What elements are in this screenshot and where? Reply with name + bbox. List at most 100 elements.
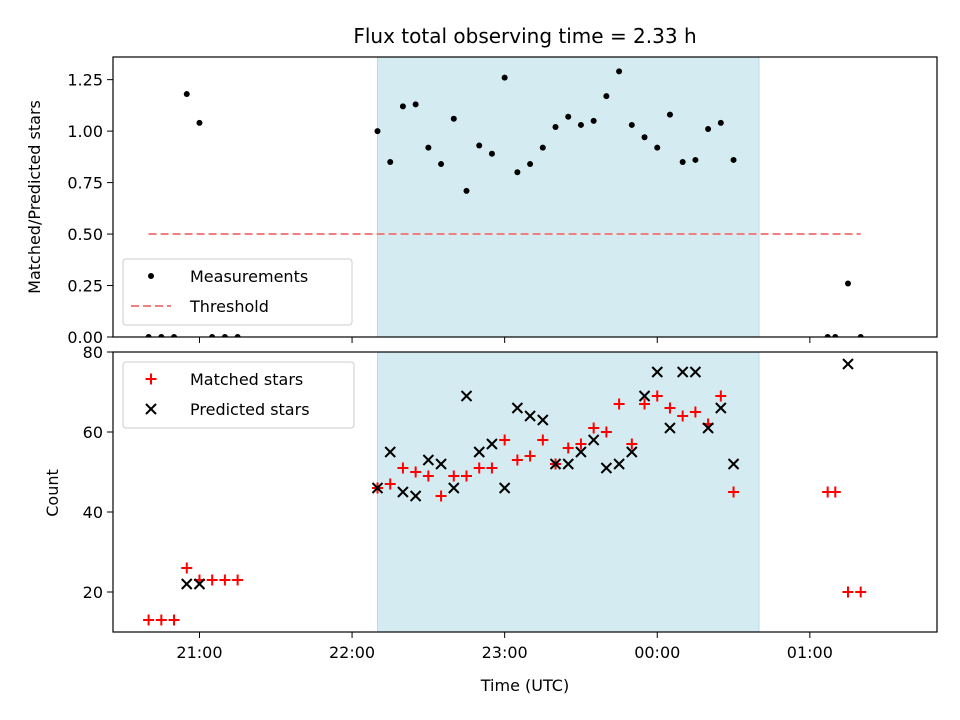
matched-point [651, 390, 663, 402]
measurement-point [730, 156, 737, 163]
predicted-point [498, 482, 511, 494]
predicted-point [397, 486, 409, 498]
predicted-point [626, 446, 638, 458]
predicted-point [664, 422, 676, 434]
matched-point [677, 410, 689, 422]
legend-label: Matched stars [190, 370, 303, 389]
measurement-point [476, 142, 483, 149]
matched-point [524, 450, 536, 462]
matched-point [575, 438, 587, 450]
axes-frame [112, 351, 938, 633]
legend-label: Threshold [189, 297, 269, 316]
legend-label: Measurements [190, 267, 308, 286]
matched-point [486, 462, 498, 474]
legend-box [122, 258, 353, 326]
measurement-point [412, 101, 419, 108]
measurement-point [514, 169, 521, 176]
top-panel: 0.00 0.25 0.50 0.75 1.00 1.25 Measurements Thre… [67, 56, 938, 347]
predicted-point [371, 482, 384, 494]
measurement-point [158, 334, 165, 337]
measurement-point [654, 144, 661, 151]
predicted-point [613, 458, 625, 470]
measurement-point [679, 159, 686, 165]
measurement-point [399, 103, 406, 110]
data-marks [143, 358, 867, 626]
predicted-point [473, 446, 485, 458]
predicted-point [575, 446, 587, 458]
matched-point [422, 470, 434, 482]
matched-point [168, 614, 180, 626]
predicted-point [562, 458, 574, 470]
matched-point [613, 398, 625, 410]
predicted-point [537, 414, 549, 426]
bottom-ylabel: Count [43, 469, 62, 517]
bottom-panel: 21:00 22:00 23:00 00:00 01:00 20 40 60 80 Matched… [83, 343, 938, 662]
predicted-point [486, 438, 498, 450]
x-tick-label: 01:00 [787, 643, 833, 662]
legend-marker-dot [148, 273, 154, 279]
legend-label: Predicted stars [190, 400, 310, 419]
y-tick-label: 0.50 [67, 225, 103, 244]
measurement-point [717, 119, 724, 126]
data-marks [145, 68, 864, 337]
matched-point [639, 398, 651, 410]
predicted-point [549, 458, 562, 470]
predicted-point [193, 578, 206, 590]
predicted-point [715, 402, 727, 414]
predicted-point [448, 482, 460, 494]
matched-point [511, 454, 523, 466]
legend-marker-plus [145, 373, 157, 385]
y-tick-label: 20 [83, 583, 103, 602]
predicted-point [638, 390, 651, 402]
matched-point [855, 586, 867, 598]
chart-title: Flux total observing time = 2.33 h [353, 24, 696, 48]
measurement-point [844, 280, 851, 287]
matched-point [499, 434, 511, 446]
measurement-point [374, 128, 381, 135]
y-tick-label: 1.00 [67, 122, 103, 141]
measurement-point [565, 113, 572, 120]
measurement-point [641, 134, 648, 141]
measurement-point [196, 119, 203, 126]
measurement-point [387, 159, 394, 165]
predicted-point [689, 366, 702, 378]
measurement-point [857, 334, 864, 337]
measurement-point [425, 144, 432, 151]
predicted-point [676, 366, 689, 378]
measurement-point [603, 93, 610, 100]
matched-point [461, 470, 473, 482]
measurement-point [450, 115, 457, 122]
matched-point [384, 478, 396, 490]
matched-point [664, 402, 676, 414]
measurement-point [527, 161, 534, 168]
y-tick-label: 1.25 [67, 71, 103, 90]
matched-point [206, 574, 218, 586]
matched-point [715, 390, 727, 402]
predicted-point [524, 410, 536, 422]
predicted-point [651, 366, 663, 378]
matched-point [829, 486, 841, 498]
predicted-point [587, 434, 600, 446]
measurement-point [577, 121, 584, 128]
legend-box [122, 361, 355, 429]
matched-point [448, 470, 460, 482]
measurement-point [183, 91, 190, 98]
measurement-point [832, 334, 839, 337]
measurement-point [234, 334, 241, 337]
matched-point [155, 614, 167, 626]
measurement-point [209, 334, 216, 337]
matched-point [397, 462, 409, 474]
matched-point [562, 442, 574, 454]
x-axis-label: Time (UTC) [480, 676, 569, 695]
matched-point [728, 486, 740, 498]
matched-point [473, 462, 485, 474]
matched-point [588, 422, 600, 434]
matched-point [689, 406, 701, 418]
y-tick-label: 80 [83, 343, 103, 362]
measurement-point [616, 68, 623, 75]
top-ylabel: Matched/Predicted stars [25, 100, 44, 294]
measurement-point [501, 74, 508, 81]
measurement-point [463, 187, 470, 194]
measurement-point [171, 334, 178, 337]
